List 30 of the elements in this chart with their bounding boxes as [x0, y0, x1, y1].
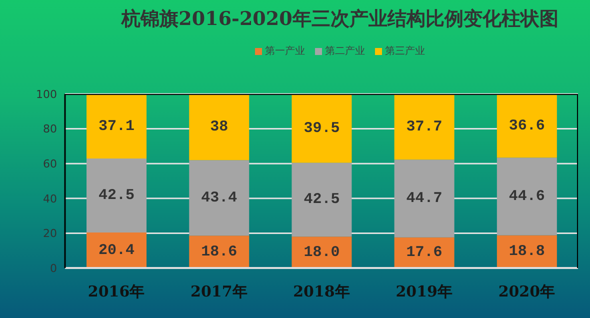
data-label: 20.4	[98, 242, 135, 259]
data-label: 17.6	[406, 244, 442, 262]
chart-title: 杭锦旗2016-2020年三次产业结构比例变化柱状图	[120, 7, 560, 32]
data-label: 39.5	[304, 120, 340, 137]
x-tick-label: 2017年	[190, 282, 248, 301]
x-tick-label: 2018年	[293, 282, 350, 301]
x-tick-label: 2016年	[88, 282, 145, 301]
data-label: 36.6	[508, 117, 545, 134]
legend-label: 第三产业	[385, 44, 425, 58]
data-label: 38	[210, 118, 228, 136]
x-tick-label: 2020年	[498, 282, 556, 301]
data-label: 37.7	[406, 118, 442, 136]
legend-label: 第一产业	[265, 44, 305, 58]
y-tick-label: 20	[43, 227, 57, 240]
y-tick-label: 80	[43, 122, 57, 136]
data-label: 18.6	[201, 243, 238, 260]
data-label: 44.6	[508, 188, 545, 205]
data-label: 18.8	[508, 243, 545, 260]
y-tick-label: 0	[50, 262, 57, 275]
data-label: 44.7	[406, 190, 442, 207]
y-tick-label: 60	[43, 158, 57, 171]
y-tick-label: 40	[43, 192, 57, 206]
x-tick-label: 2019年	[396, 282, 452, 301]
data-label: 42.5	[304, 191, 340, 208]
data-label: 42.5	[98, 187, 135, 204]
data-label: 18.0	[304, 244, 340, 261]
data-label: 43.4	[201, 189, 238, 206]
legend-label: 第二产业	[325, 44, 365, 58]
y-tick-label: 100	[36, 88, 57, 101]
data-label: 37.1	[98, 118, 135, 135]
